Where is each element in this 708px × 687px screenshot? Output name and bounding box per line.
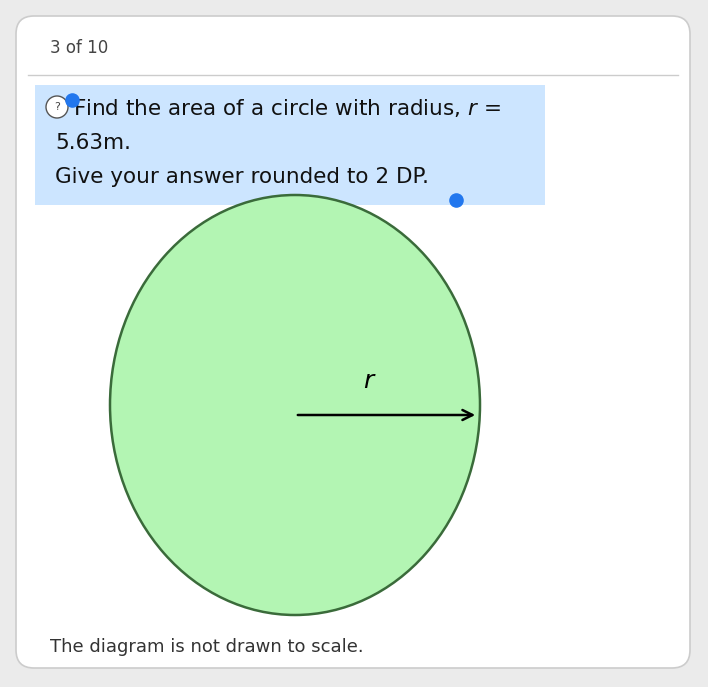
Point xyxy=(450,194,462,205)
Text: 3 of 10: 3 of 10 xyxy=(50,39,108,57)
Text: $r$: $r$ xyxy=(363,370,377,393)
Circle shape xyxy=(46,96,68,118)
Point xyxy=(67,95,78,106)
Text: The diagram is not drawn to scale.: The diagram is not drawn to scale. xyxy=(50,638,364,656)
Text: Give your answer rounded to 2 DP.: Give your answer rounded to 2 DP. xyxy=(55,167,429,187)
Text: ?: ? xyxy=(54,102,60,112)
FancyBboxPatch shape xyxy=(16,16,690,668)
Ellipse shape xyxy=(110,195,480,615)
FancyBboxPatch shape xyxy=(35,85,545,205)
Text: Find the area of a circle with radius, $r$ =: Find the area of a circle with radius, $… xyxy=(73,97,501,119)
Text: 5.63m.: 5.63m. xyxy=(55,133,131,153)
